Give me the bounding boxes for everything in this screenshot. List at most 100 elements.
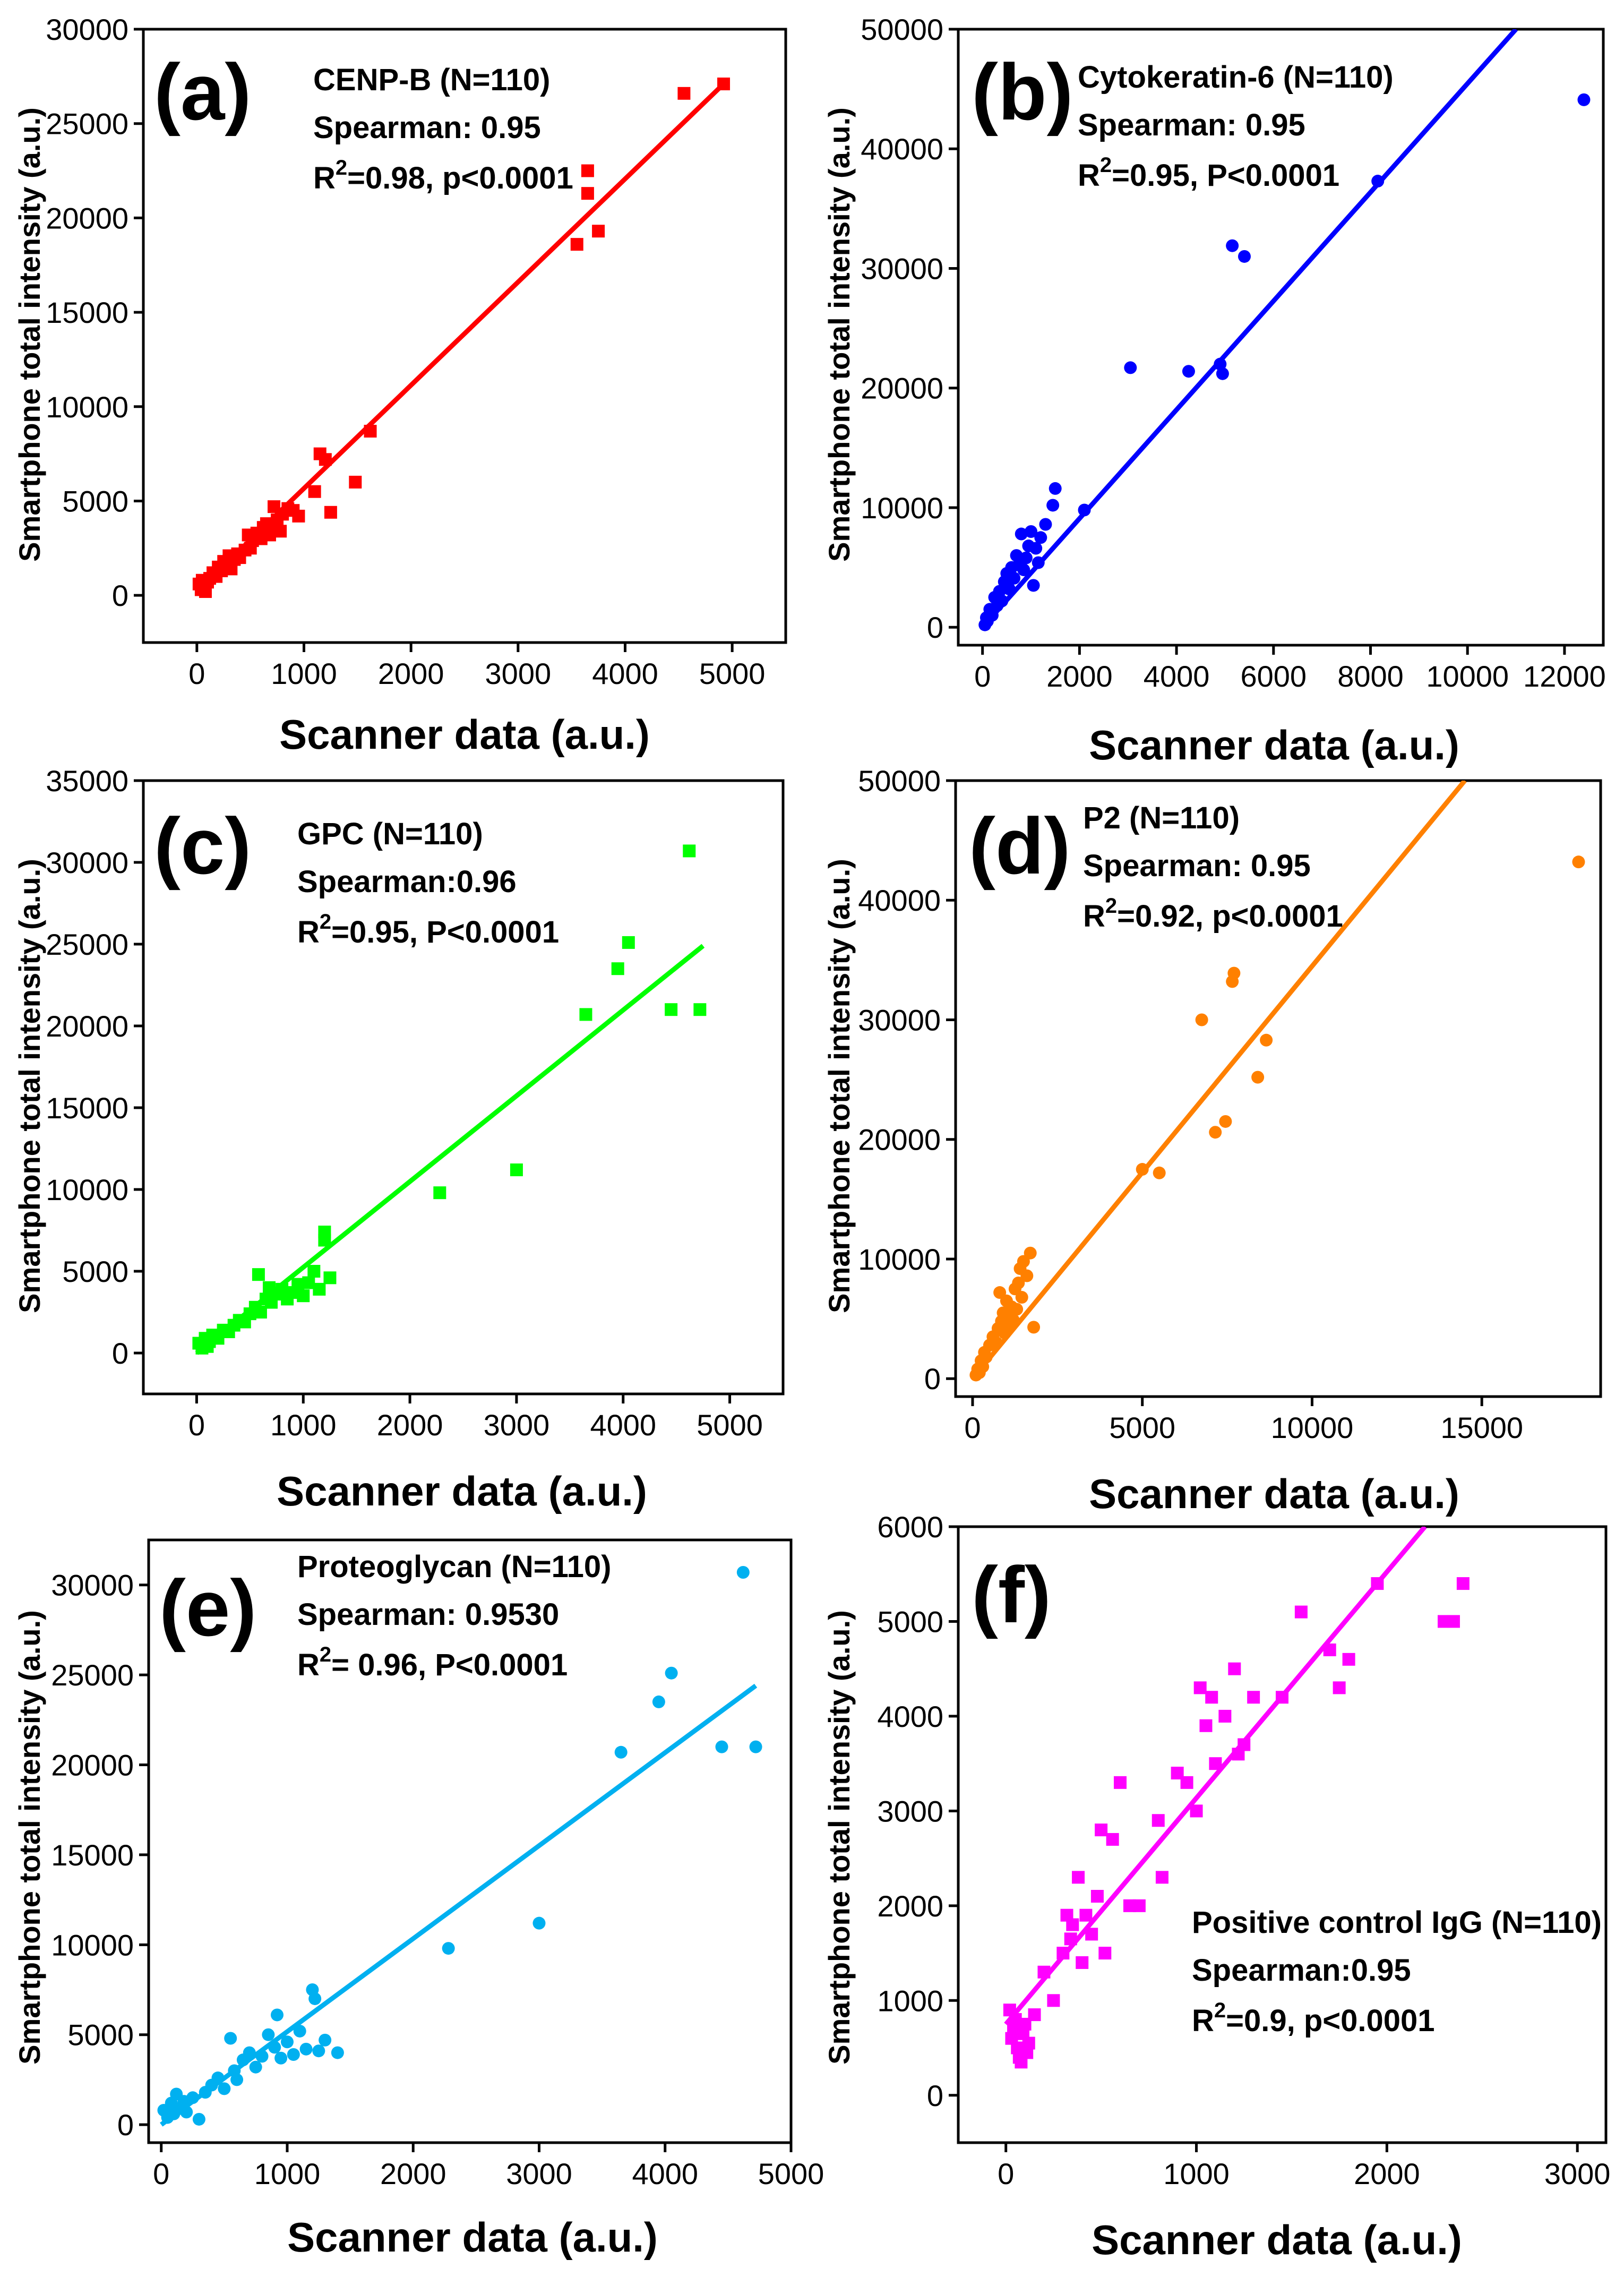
data-point xyxy=(749,1740,762,1753)
r2-symbol: R xyxy=(313,161,336,195)
data-point xyxy=(1155,1871,1168,1884)
annotation-title: Positive control IgG (N=110) xyxy=(1192,1905,1602,1940)
plot-frame xyxy=(957,28,1605,647)
panel-b: 0 2000 4000 6000 8000 10000 12000 0 10000 20000 30… xyxy=(822,13,1606,768)
data-point xyxy=(319,453,332,466)
data-point xyxy=(976,1360,990,1373)
y-axis-label: Smartphone total intensity (a.u.) xyxy=(13,107,46,562)
y-tick-label: 15000 xyxy=(51,1838,134,1872)
data-point xyxy=(1034,531,1047,544)
data-point xyxy=(243,2046,256,2059)
data-point xyxy=(1294,1605,1308,1619)
r2-value: =0.98, p<0.0001 xyxy=(347,161,573,195)
y-tick-label: 2000 xyxy=(877,1889,943,1923)
data-point xyxy=(665,1003,678,1016)
panel-label: (f) xyxy=(972,1550,1051,1639)
data-point xyxy=(1323,1643,1336,1656)
data-point xyxy=(1216,367,1229,380)
r2-superscript: 2 xyxy=(336,156,347,179)
y-tick-label: 50000 xyxy=(861,13,943,46)
data-point xyxy=(1015,527,1028,541)
annotation-r2: R2=0.95, P<0.0001 xyxy=(297,910,559,949)
data-layer xyxy=(157,1565,762,2127)
r2-superscript: 2 xyxy=(320,1643,331,1666)
x-tick-label: 5000 xyxy=(1109,1411,1175,1444)
r2-symbol: R xyxy=(1083,899,1105,934)
data-point xyxy=(1572,855,1585,869)
data-point xyxy=(1218,1709,1232,1723)
data-point xyxy=(1032,556,1045,569)
x-tick-label: 1000 xyxy=(271,657,337,690)
data-point xyxy=(271,2008,283,2022)
annotation-title: Cytokeratin-6 (N=110) xyxy=(1078,60,1394,95)
y-tick-label: 35000 xyxy=(46,764,128,798)
data-point xyxy=(1276,1691,1288,1704)
data-point xyxy=(1136,1163,1149,1176)
annotation-spearman: Spearman:0.95 xyxy=(1192,1953,1411,1988)
data-layer xyxy=(978,29,1591,631)
data-point xyxy=(1072,1871,1085,1884)
x-tick-label: 2000 xyxy=(380,2157,446,2190)
x-tick-label: 3000 xyxy=(1544,2157,1611,2190)
x-tick-label: 0 xyxy=(974,660,991,693)
x-axis-label: Scanner data (a.u.) xyxy=(287,2214,658,2261)
data-point xyxy=(611,962,624,975)
data-point xyxy=(1333,1681,1346,1694)
data-point xyxy=(1193,1681,1207,1694)
x-tick-label: 2000 xyxy=(1354,2157,1420,2190)
data-point xyxy=(319,2033,332,2047)
data-point xyxy=(614,1745,628,1759)
x-axis-label: Scanner data (a.u.) xyxy=(1089,722,1459,768)
data-point xyxy=(364,424,377,438)
data-point xyxy=(192,2112,205,2126)
data-point xyxy=(1002,583,1016,596)
x-tick-label: 1000 xyxy=(254,2157,321,2190)
data-point xyxy=(1098,1947,1112,1960)
data-point xyxy=(1037,1965,1051,1979)
data-point xyxy=(1008,571,1021,585)
y-tick-label: 1000 xyxy=(877,1984,943,2017)
data-point xyxy=(1447,1615,1460,1628)
data-point xyxy=(693,1003,707,1016)
x-tick-label: 0 xyxy=(188,657,205,690)
data-point xyxy=(1182,365,1195,378)
data-point xyxy=(318,1234,331,1247)
x-tick-label: 3000 xyxy=(484,1408,550,1442)
y-axis-label: Smartphone total intensity (a.u.) xyxy=(13,859,46,1313)
data-point xyxy=(532,1916,546,1930)
data-point xyxy=(985,609,999,622)
data-point xyxy=(1371,175,1385,188)
r2-value: = 0.96, P<0.0001 xyxy=(331,1648,568,1682)
data-point xyxy=(1214,357,1227,371)
data-point xyxy=(1027,1321,1041,1334)
data-point xyxy=(297,1289,310,1303)
data-point xyxy=(1024,1246,1037,1260)
panel-d: 0 5000 10000 15000 0 10000 20000 30000 40000 5000… xyxy=(822,764,1602,1517)
x-tick-label: 1000 xyxy=(270,1408,337,1442)
data-point xyxy=(979,1350,993,1364)
plot-frame xyxy=(142,28,787,644)
annotation-title: P2 (N=110) xyxy=(1083,801,1240,835)
regression-line xyxy=(970,781,1467,1381)
data-point xyxy=(249,2060,262,2074)
panel-label: (e) xyxy=(159,1563,256,1653)
x-tick-label: 0 xyxy=(998,2157,1014,2190)
data-point xyxy=(1199,1719,1213,1732)
r2-superscript: 2 xyxy=(1105,894,1117,918)
data-point xyxy=(579,1008,592,1021)
data-point xyxy=(1025,525,1038,538)
annotation-title: Proteoglycan (N=110) xyxy=(297,1550,612,1584)
data-point xyxy=(280,2035,294,2049)
data-layer xyxy=(192,844,707,1355)
data-point xyxy=(1227,966,1241,980)
data-point xyxy=(1342,1653,1355,1666)
x-tick-label: 8000 xyxy=(1337,660,1404,693)
x-axis-label: Scanner data (a.u.) xyxy=(1092,2216,1462,2263)
data-point xyxy=(1078,503,1091,517)
data-point xyxy=(308,1992,322,2005)
data-point xyxy=(993,585,1006,598)
r2-value: =0.92, p<0.0001 xyxy=(1117,899,1343,934)
plot-frame xyxy=(954,779,1602,1398)
y-tick-label: 20000 xyxy=(858,1123,941,1157)
